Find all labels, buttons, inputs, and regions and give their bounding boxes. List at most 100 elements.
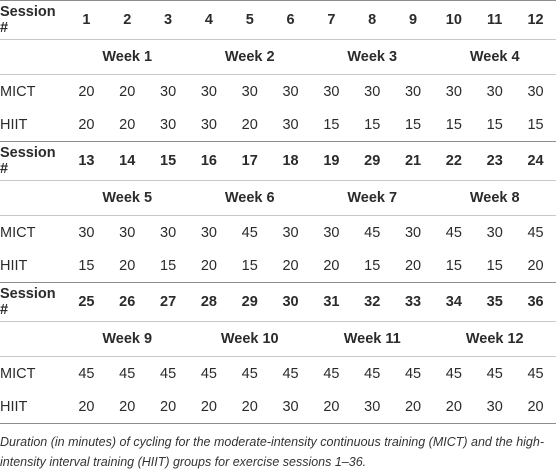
cell: 30 (78, 224, 95, 241)
cell: 15 (486, 257, 503, 274)
session-row: Session #25 26 27 28 29 30 31 32 33 34 35 36 (0, 282, 556, 322)
session-number: 33 (392, 282, 434, 322)
session-number: 31 (310, 282, 352, 322)
cell: 15 (527, 116, 544, 133)
session-number: 24 (515, 141, 556, 181)
row-label: Session # (0, 141, 66, 181)
session-number: 6 (270, 0, 311, 40)
cell: 45 (404, 365, 422, 382)
cell: 30 (160, 83, 177, 100)
cell: 20 (78, 116, 95, 133)
data-row: MICT 30 30 30 30 45 30 30 45 30 45 30 45 (0, 216, 556, 250)
cell: 20 (392, 390, 434, 424)
row-label: Session # (0, 0, 66, 40)
session-number: 15 (147, 141, 189, 181)
cell: 45 (241, 224, 258, 241)
cell: 20 (229, 390, 271, 424)
cell: 20 (119, 116, 136, 133)
session-number: 18 (270, 141, 311, 181)
cell: 20 (188, 390, 230, 424)
week-label: Week 3 (310, 39, 434, 75)
row-label: MICT (0, 83, 36, 100)
cell: 30 (323, 224, 340, 241)
session-number: 21 (392, 141, 434, 181)
cell: 45 (78, 365, 95, 382)
cell: 15 (78, 257, 95, 274)
cell: 45 (282, 365, 299, 382)
cell: 15 (445, 257, 462, 274)
cell: 20 (433, 390, 475, 424)
cell: 30 (282, 224, 299, 241)
session-number: 22 (433, 141, 475, 181)
week-row: Week 1 Week 2 Week 3 Week 4 (0, 39, 556, 75)
session-number: 16 (188, 141, 230, 181)
session-number: 5 (229, 0, 271, 40)
cell: 15 (404, 116, 422, 133)
cell: 30 (486, 224, 503, 241)
session-number: 27 (147, 282, 189, 322)
cell: 20 (282, 257, 299, 274)
cell: 30 (474, 390, 516, 424)
session-number: 1 (66, 0, 107, 40)
cell: 30 (119, 224, 136, 241)
session-number: 29 (229, 282, 271, 322)
caption: Duration (in minutes) of cycling for the… (0, 435, 545, 469)
data-row: HIIT 15 20 15 20 15 20 20 15 20 15 15 20 (0, 249, 556, 283)
session-row: Session #13 14 15 16 17 18 19 29 21 22 23 24 (0, 141, 556, 181)
cell: 45 (323, 365, 340, 382)
session-number: 17 (229, 141, 271, 181)
week-label: Week 8 (433, 180, 556, 216)
cell: 45 (364, 365, 381, 382)
cell: 15 (364, 257, 381, 274)
week-label: Week 2 (188, 39, 311, 75)
spacer (0, 321, 66, 357)
session-number: 11 (474, 0, 516, 40)
session-number: 9 (392, 0, 434, 40)
cell: 45 (486, 365, 503, 382)
row-label: MICT (0, 224, 36, 241)
cell: 30 (486, 83, 503, 100)
cell: 20 (241, 116, 258, 133)
week-label: Week 9 (66, 321, 189, 357)
session-number: 34 (433, 282, 475, 322)
data-row: HIIT 20 20 30 30 20 30 15 15 15 15 15 15 (0, 108, 556, 142)
cell: 15 (241, 257, 258, 274)
session-number: 30 (270, 282, 311, 322)
week-label: Week 6 (188, 180, 311, 216)
session-number: 14 (106, 141, 148, 181)
cell: 30 (527, 83, 544, 100)
week-label: Week 10 (188, 321, 311, 357)
cell: 30 (404, 83, 422, 100)
session-number: 3 (147, 0, 189, 40)
session-number: 12 (515, 0, 556, 40)
session-number: 13 (66, 141, 107, 181)
cell: 30 (351, 390, 393, 424)
spacer (0, 180, 66, 216)
cell: 20 (119, 257, 136, 274)
cell: 20 (515, 390, 556, 424)
cell: 20 (323, 257, 340, 274)
session-number: 19 (310, 141, 352, 181)
cell: 30 (445, 83, 462, 100)
cell: 15 (160, 257, 177, 274)
cell: 30 (282, 83, 299, 100)
row-label: HIIT (0, 257, 28, 274)
cell: 20 (106, 390, 148, 424)
row-label: MICT (0, 365, 36, 382)
cell: 45 (445, 365, 462, 382)
cell: 30 (241, 83, 258, 100)
data-row: MICT 45 45 45 45 45 45 45 45 45 45 45 45 (0, 357, 556, 391)
spacer (0, 39, 66, 75)
cell: 45 (160, 365, 177, 382)
data-row: HIIT 20 20 20 20 20 30 20 30 20 20 30 20 (0, 390, 556, 424)
cell: 20 (310, 390, 352, 424)
cell: 20 (200, 257, 217, 274)
session-number: 28 (188, 282, 230, 322)
session-number: 2 (106, 0, 148, 40)
session-number: 26 (106, 282, 148, 322)
cell: 30 (200, 224, 217, 241)
cell: 20 (66, 390, 107, 424)
cell: 15 (486, 116, 503, 133)
week-label: Week 1 (66, 39, 189, 75)
